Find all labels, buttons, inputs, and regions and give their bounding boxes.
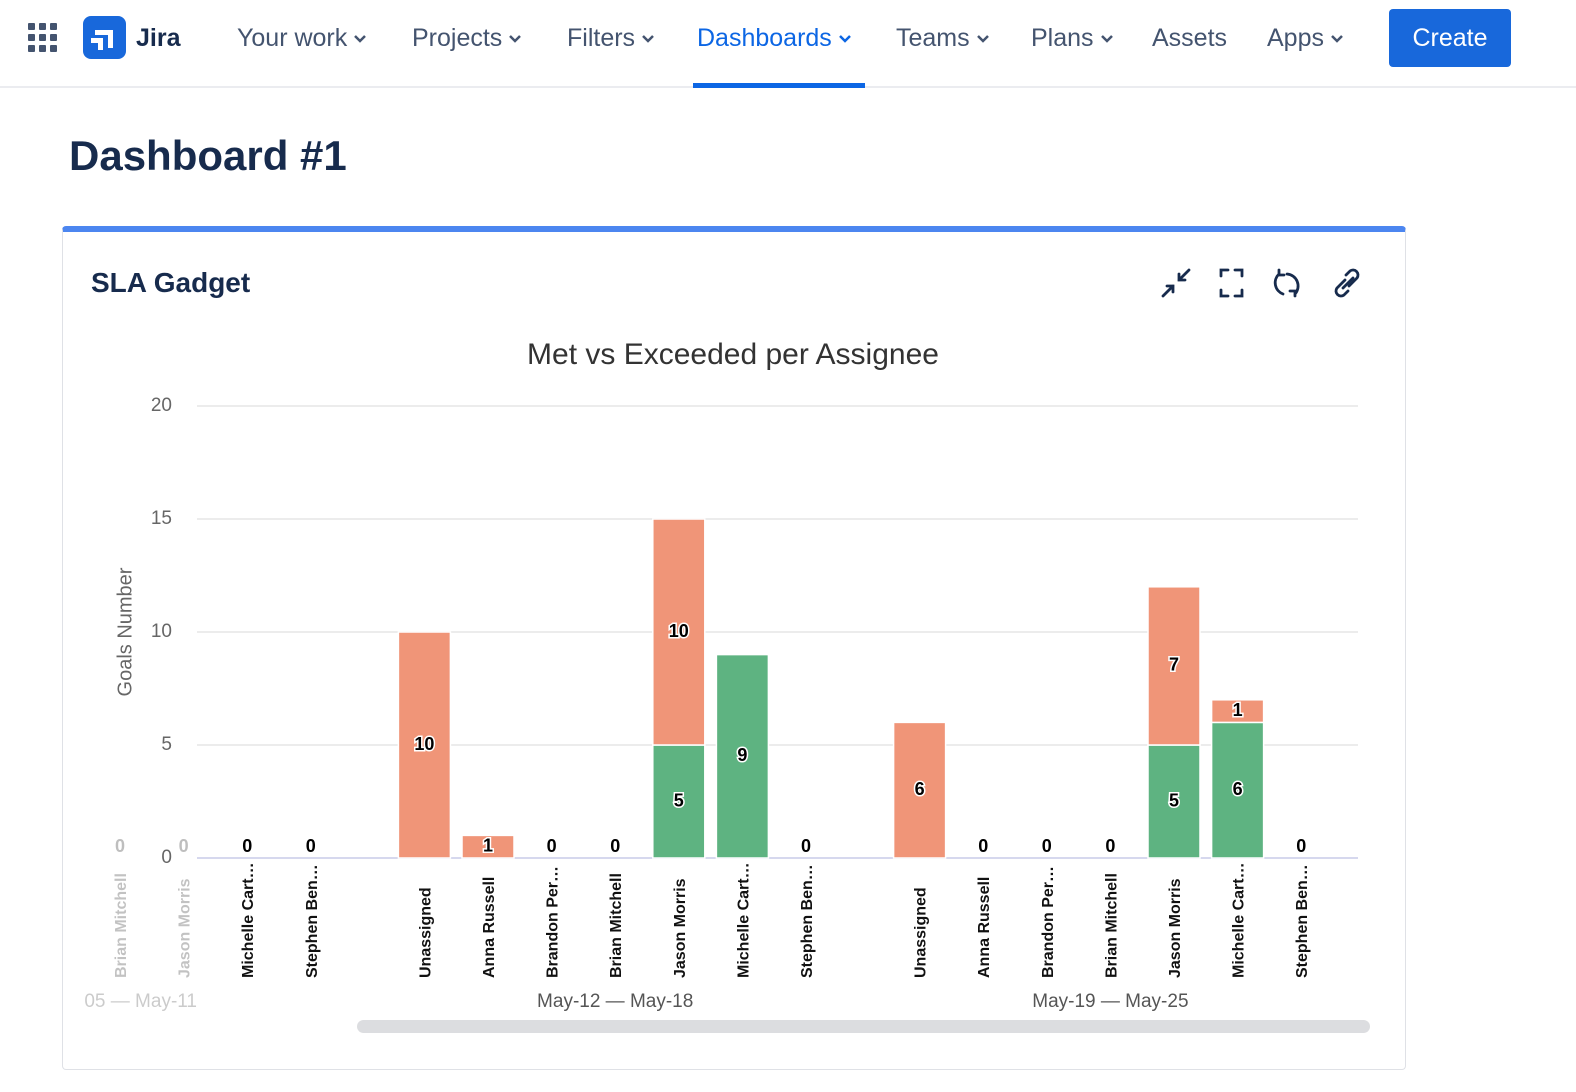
data-label: 0 <box>115 836 125 856</box>
nav-item[interactable]: Dashboards <box>697 24 852 53</box>
x-tick-label: Michelle Cart… <box>240 862 257 978</box>
data-label: 5 <box>1169 790 1179 810</box>
y-tick-label: 15 <box>151 508 172 529</box>
nav-item[interactable]: Assets <box>1152 24 1228 52</box>
x-tick-label: Brian Mitchell <box>113 873 130 978</box>
data-label: 0 <box>306 836 316 856</box>
group-label: 05 — May-11 <box>84 991 197 1012</box>
bar-segment <box>892 721 947 859</box>
app-switcher[interactable] <box>28 23 58 53</box>
data-label: 0 <box>1296 836 1306 856</box>
data-label: 0 <box>547 836 557 856</box>
refresh-icon[interactable] <box>1273 268 1300 298</box>
x-tick-label: Anna Russell <box>481 877 498 978</box>
nav-item[interactable]: Plans <box>1031 24 1114 53</box>
chart-title: Met vs Exceeded per Assignee <box>527 338 939 371</box>
data-label: 5 <box>674 790 684 810</box>
product-name[interactable]: Jira <box>136 24 181 52</box>
bar-segment <box>715 653 770 859</box>
y-tick-label: 5 <box>161 734 172 755</box>
x-tick-label: Brian Mitchell <box>1103 873 1120 978</box>
gadget: SLA Gadget <box>62 226 1406 1070</box>
data-label: 10 <box>414 734 434 754</box>
y-tick-label: 20 <box>151 395 172 416</box>
link-icon[interactable] <box>1334 268 1360 298</box>
x-tick-label: Stephen Ben… <box>304 864 321 978</box>
nav-label: Plans <box>1031 24 1094 52</box>
x-tick-label: Stephen Ben… <box>1294 864 1311 978</box>
bar-segment <box>1147 744 1201 859</box>
data-label: 0 <box>978 836 988 856</box>
nav-label: Filters <box>567 24 636 52</box>
x-tick-label: Michelle Cart… <box>1231 862 1248 978</box>
data-label: 7 <box>1169 655 1179 675</box>
gadget-title: SLA Gadget <box>91 267 251 298</box>
nav-label: Apps <box>1267 24 1324 52</box>
nav-item[interactable]: Projects <box>412 24 522 53</box>
x-tick-label: Brian Mitchell <box>608 873 625 978</box>
group-label: May-12 — May-18 <box>537 991 693 1012</box>
minimize-icon[interactable] <box>1161 268 1191 298</box>
data-label: 0 <box>1042 836 1052 856</box>
data-label: 0 <box>801 836 811 856</box>
nav-label: Your work <box>237 24 348 52</box>
page-title: Dashboard #1 <box>69 132 347 179</box>
bar-segment <box>1210 721 1265 859</box>
x-tick-label: Jason Morris <box>1167 878 1184 978</box>
data-label: 0 <box>610 836 620 856</box>
y-tick-label: 0 <box>161 847 172 868</box>
bar-segment <box>1210 699 1265 724</box>
top-nav: Jira Your work Projects Filters Dashboar… <box>0 0 1576 88</box>
gadget-actions <box>1161 268 1360 298</box>
group-label: May-19 — May-25 <box>1032 991 1188 1012</box>
bar-segment <box>652 518 706 746</box>
data-label: 0 <box>242 836 252 856</box>
x-tick-label: Brandon Per… <box>1040 866 1057 978</box>
data-label: 0 <box>179 836 189 856</box>
bar-segment <box>461 834 515 859</box>
x-tick-label: Jason Morris <box>672 878 689 978</box>
nav-item[interactable]: Teams <box>896 24 990 53</box>
y-axis-label: Goals Number <box>114 567 136 696</box>
data-label: 1 <box>1233 700 1243 720</box>
nav-item[interactable]: Filters <box>567 24 655 53</box>
data-label: 9 <box>737 745 747 765</box>
x-tick-label: Unassigned <box>913 887 930 978</box>
scrollbar[interactable] <box>357 1020 1370 1033</box>
data-label: 10 <box>669 621 689 641</box>
data-label: 6 <box>1233 779 1243 799</box>
data-label: 0 <box>1105 836 1115 856</box>
nav-item[interactable]: Your work <box>237 24 367 53</box>
x-tick-label: Anna Russell <box>976 877 993 978</box>
fullscreen-icon[interactable] <box>1219 268 1244 298</box>
nav-label: Projects <box>412 24 503 52</box>
nav-item[interactable]: Apps <box>1267 24 1344 53</box>
bar-segment <box>397 631 452 859</box>
data-label: 1 <box>483 835 493 855</box>
x-tick-label: Jason Morris <box>177 878 194 978</box>
x-tick-label: Brandon Per… <box>545 866 562 978</box>
bar-segment <box>1147 586 1201 746</box>
create-button[interactable]: Create <box>1389 9 1511 67</box>
x-tick-label: Unassigned <box>417 887 434 978</box>
data-label: 6 <box>915 779 925 799</box>
x-tick-label: Stephen Ben… <box>799 864 816 978</box>
y-tick-label: 10 <box>151 621 172 642</box>
x-tick-label: Michelle Cart… <box>735 862 752 978</box>
active-underline <box>693 83 865 88</box>
nav-label: Dashboards <box>697 24 832 52</box>
jira-logo[interactable] <box>83 16 126 59</box>
nav-label: Teams <box>896 24 970 52</box>
